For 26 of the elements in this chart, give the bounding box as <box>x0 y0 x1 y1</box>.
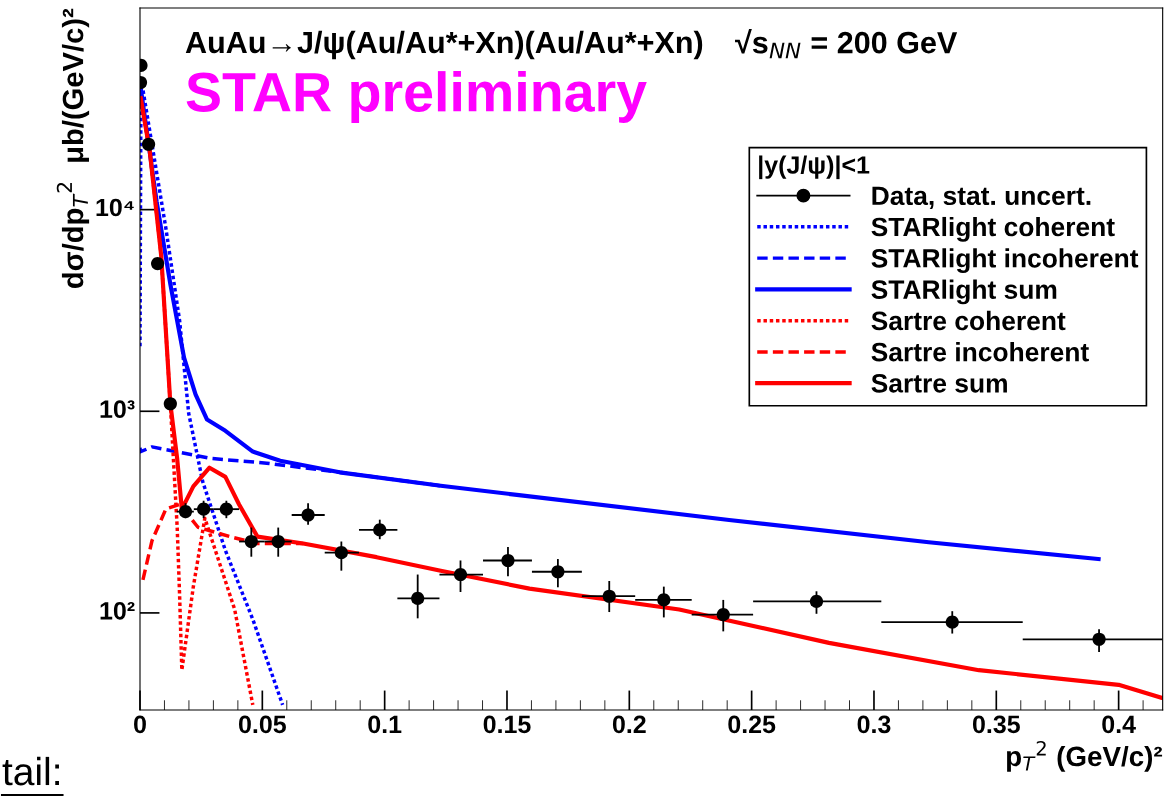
annotation: STAR preliminary <box>186 71 647 123</box>
legend-label: STARlight coherent <box>871 216 1115 242</box>
legend-label: STARlight sum <box>871 279 1057 305</box>
legend-label: Sartre coherent <box>871 310 1066 331</box>
legend-label: Sartre sum <box>871 373 1007 393</box>
legend-label: Sartre incoherent <box>871 342 1089 362</box>
x-tick-label: 0.2 <box>612 715 646 734</box>
annotation: √s$_{NN}$ = 200 GeV <box>735 29 958 59</box>
x-tick-label: 0.4 <box>1102 715 1136 734</box>
y-tick-label: 10⁴ <box>96 198 134 217</box>
annotation: AuAu→J/ψ(Au/Au*+Xn)(Au/Au*+Xn) <box>185 30 703 60</box>
y-tick-label: 10³ <box>100 400 135 418</box>
x-tick-label: 0.3 <box>857 715 891 734</box>
x-tick-label: 0.1 <box>368 715 402 734</box>
text: tail: <box>2 756 59 786</box>
x-axis-title: p$_{T}$$^{2}$ (GeV/c)² <box>1007 740 1163 772</box>
legend-label: STARlight incoherent <box>871 248 1139 273</box>
x-tick-label: 0.15 <box>483 715 531 734</box>
x-tick-label: 0 <box>134 715 146 734</box>
y-axis-title: dσ/dp$_{T}$$^{2}$ μb/(GeV/c)² <box>56 8 90 288</box>
x-tick-label: 0.35 <box>972 715 1020 734</box>
legend-label: Data, stat. uncert. <box>872 186 1091 209</box>
y-tick-label: 10² <box>100 601 135 620</box>
x-tick-label: 0.25 <box>728 715 776 734</box>
x-tick-label: 0.05 <box>238 715 286 734</box>
legend-title: |y(J/ψ)|<1 <box>759 155 870 180</box>
